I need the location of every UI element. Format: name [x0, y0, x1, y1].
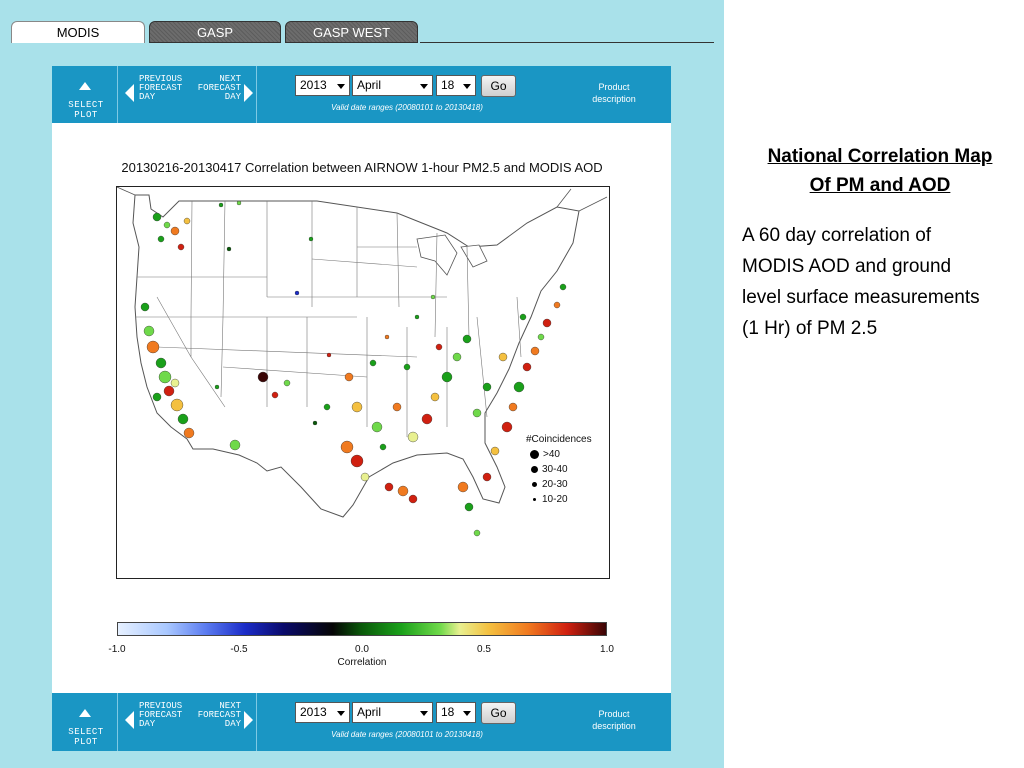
colorbar-tick: -1.0	[108, 644, 126, 655]
day-navigation: PREVIOUS FORECAST DAY NEXT FORECAST DAY	[119, 693, 257, 751]
legend-label: 10-20	[542, 494, 568, 505]
slide-text-panel: National Correlation Map Of PM and AOD A…	[724, 0, 1024, 768]
day-select[interactable]: 18	[436, 702, 476, 723]
colorbar-tick: 0.5	[477, 644, 491, 655]
valid-date-range: Valid date ranges (20080101 to 20130418)	[331, 730, 483, 739]
select-plot-button[interactable]: SELECT PLOT	[52, 66, 118, 124]
select-plot-label: SELECT PLOT	[68, 100, 104, 120]
top-nav-bar: SELECT PLOT PREVIOUS FORECAST DAY NEXT F…	[52, 66, 671, 124]
chevron-down-icon	[420, 84, 428, 89]
left-arrow-icon[interactable]	[125, 711, 134, 729]
month-value: April	[357, 705, 382, 719]
product-description-text: Product description	[592, 82, 636, 104]
us-outline	[132, 194, 580, 518]
product-description-text: Product description	[592, 709, 636, 731]
legend-dot	[532, 481, 537, 487]
chevron-down-icon	[337, 84, 345, 89]
us-map-frame	[116, 186, 610, 579]
legend-item: 10-20	[530, 494, 568, 506]
year-value: 2013	[300, 705, 327, 719]
month-select[interactable]: April	[352, 75, 433, 96]
legend-dot	[531, 465, 538, 473]
month-select[interactable]: April	[352, 702, 433, 723]
correlation-map-figure: 20130216-20130417 Correlation between AI…	[52, 123, 671, 693]
tab-gasp[interactable]: GASP	[149, 21, 281, 43]
year-select[interactable]: 2013	[295, 75, 350, 96]
bottom-nav-bar: SELECT PLOT PREVIOUS FORECAST DAY NEXT F…	[52, 693, 671, 751]
year-select[interactable]: 2013	[295, 702, 350, 723]
go-button[interactable]: Go	[481, 702, 516, 724]
next-day-link[interactable]: NEXT FORECAST DAY	[197, 701, 241, 729]
right-arrow-icon[interactable]	[244, 711, 253, 729]
legend-title: #Coincidences	[526, 434, 592, 445]
next-day-link[interactable]: NEXT FORECAST DAY	[197, 74, 241, 102]
legend-label: 20-30	[542, 479, 568, 490]
legend-item: >40	[530, 449, 560, 461]
day-value: 18	[441, 78, 455, 92]
up-arrow-icon	[79, 709, 91, 717]
legend-label: >40	[543, 449, 560, 460]
tab-gasp-west[interactable]: GASP WEST	[285, 21, 418, 43]
select-plot-label: SELECT PLOT	[68, 727, 104, 747]
chevron-down-icon	[463, 711, 471, 716]
correlation-colorbar	[117, 622, 607, 636]
product-description-link[interactable]: Product description	[574, 708, 654, 732]
colorbar-tick: 0.0	[355, 644, 369, 655]
left-arrow-icon[interactable]	[125, 84, 134, 102]
day-navigation: PREVIOUS FORECAST DAY NEXT FORECAST DAY	[119, 66, 257, 124]
year-value: 2013	[300, 78, 327, 92]
slide-title: National Correlation Map Of PM and AOD	[767, 146, 993, 196]
canada-border-lines	[117, 187, 608, 212]
legend-label: 30-40	[542, 464, 568, 475]
modis-viewer-panel: MODIS GASP GASP WEST SELECT PLOT PREVIOU…	[0, 0, 724, 768]
valid-date-range: Valid date ranges (20080101 to 20130418)	[331, 103, 483, 112]
right-arrow-icon[interactable]	[244, 84, 253, 102]
slide-body: A 60 day correlation of MODIS AOD and gr…	[742, 225, 980, 339]
us-map	[117, 187, 608, 537]
station-dots	[140, 200, 567, 537]
tab-modis[interactable]: MODIS	[11, 21, 145, 43]
day-value: 18	[441, 705, 455, 719]
legend-dot	[530, 449, 539, 459]
great-lakes	[416, 234, 488, 276]
chevron-down-icon	[420, 711, 428, 716]
colorbar-tick: -0.5	[230, 644, 248, 655]
chevron-down-icon	[463, 84, 471, 89]
legend-item: 20-30	[530, 479, 568, 491]
colorbar-tick: 1.0	[600, 644, 614, 655]
go-button[interactable]: Go	[481, 75, 516, 97]
chevron-down-icon	[337, 711, 345, 716]
day-select[interactable]: 18	[436, 75, 476, 96]
legend-item: 30-40	[530, 464, 568, 476]
select-plot-button[interactable]: SELECT PLOT	[52, 693, 118, 751]
previous-day-link[interactable]: PREVIOUS FORECAST DAY	[139, 701, 183, 729]
up-arrow-icon	[79, 82, 91, 90]
legend-dot	[533, 497, 536, 501]
plot-title: 20130216-20130417 Correlation between AI…	[121, 160, 603, 175]
product-description-link[interactable]: Product description	[574, 81, 654, 105]
month-value: April	[357, 78, 382, 92]
colorbar-label: Correlation	[337, 657, 387, 668]
previous-day-link[interactable]: PREVIOUS FORECAST DAY	[139, 74, 183, 102]
tab-underline	[420, 42, 714, 43]
